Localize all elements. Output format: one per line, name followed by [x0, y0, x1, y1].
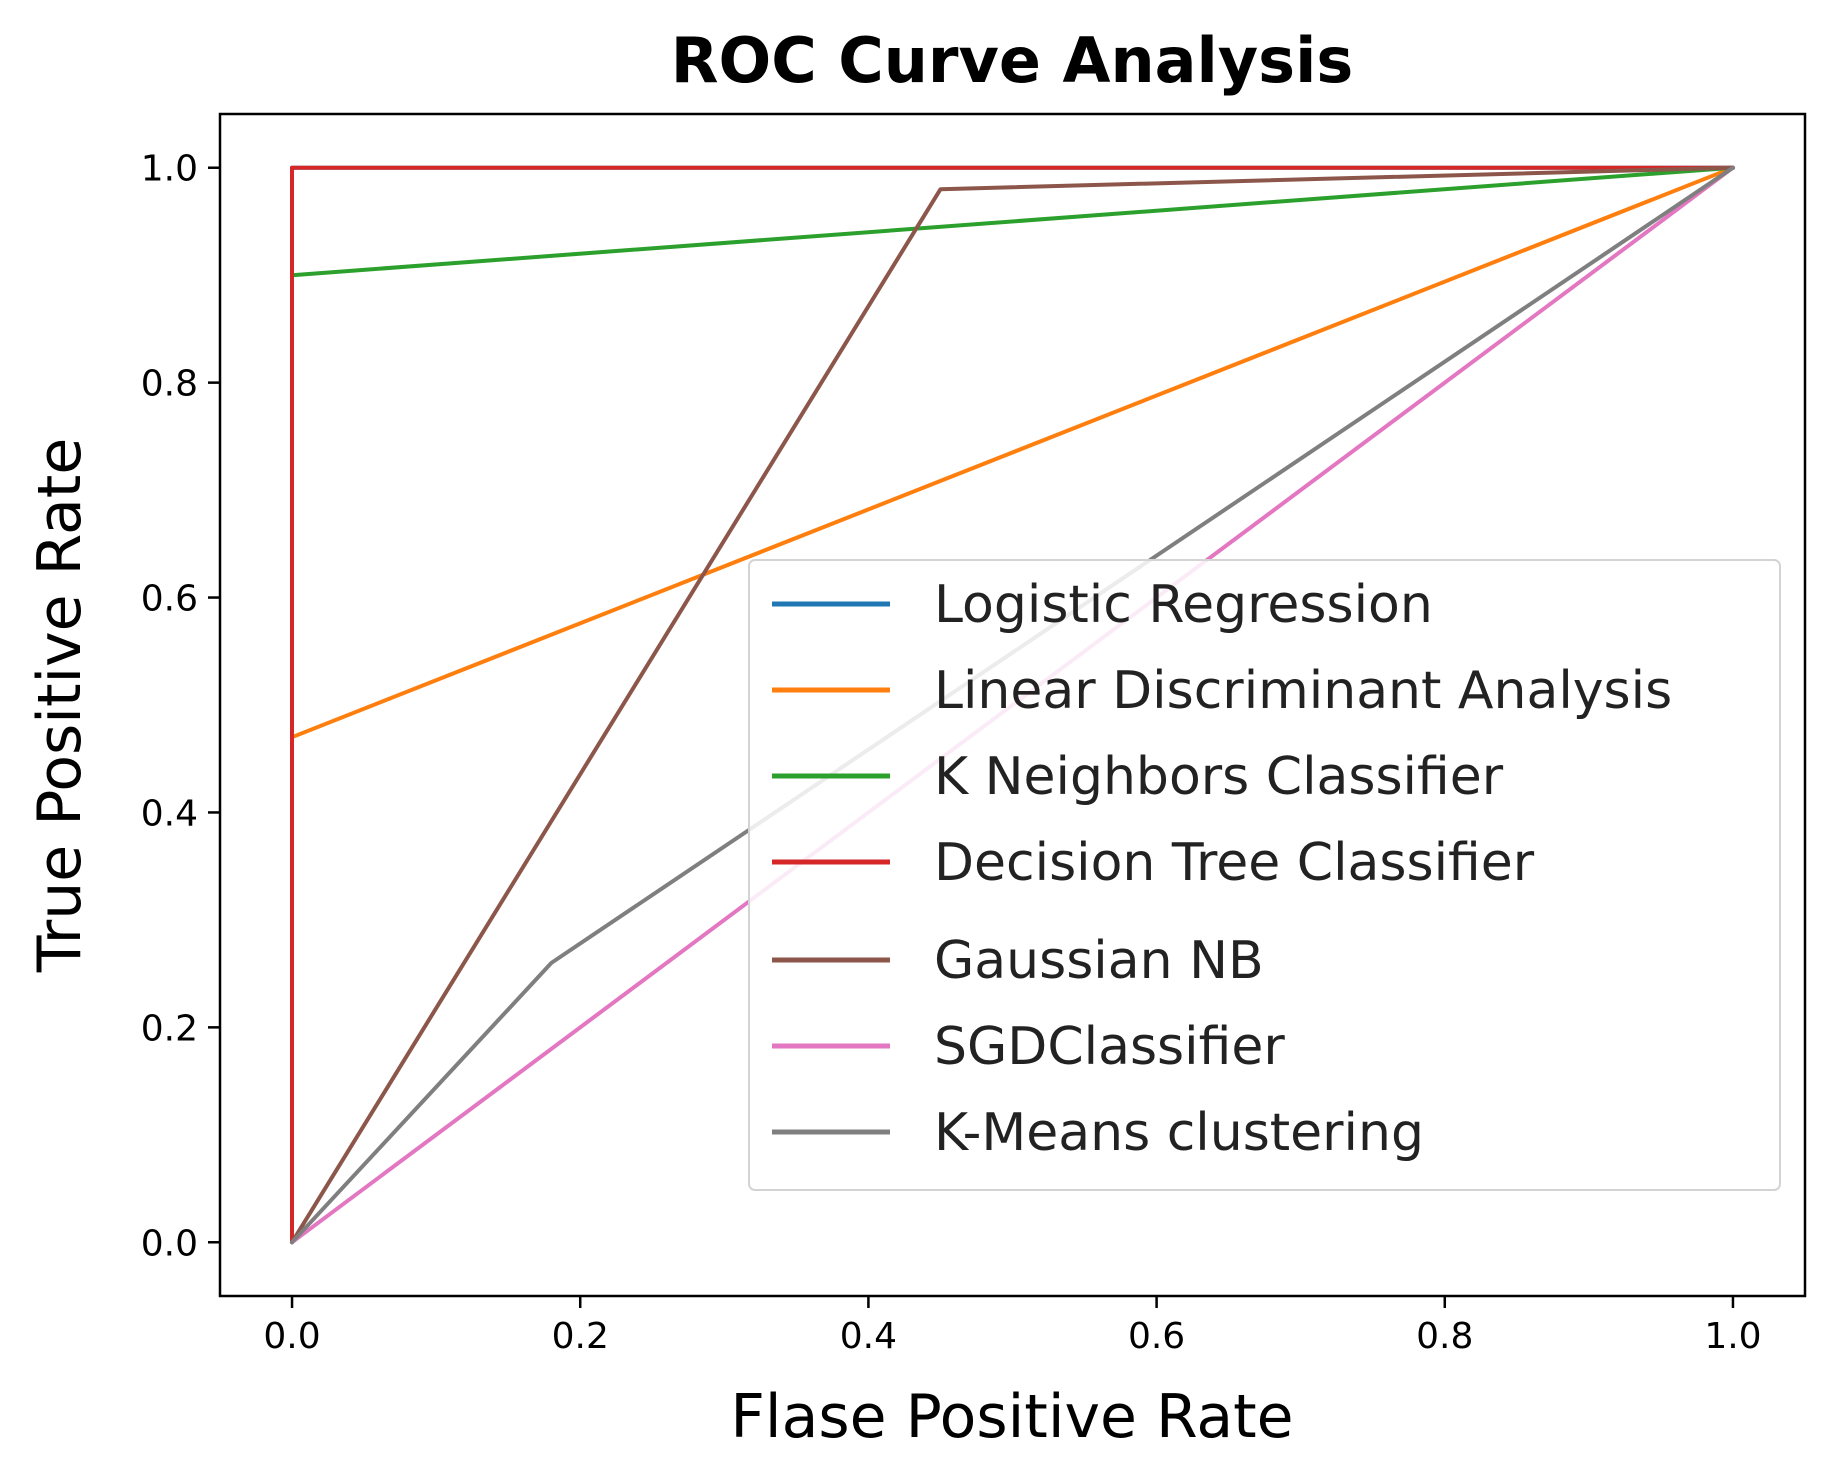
chart-title: ROC Curve Analysis: [671, 24, 1353, 97]
series-line-decision-tree-classifier: [290, 165, 1735, 1245]
x-tick-label: 1.0: [1704, 1316, 1761, 1357]
x-tick-label: 0.2: [552, 1316, 609, 1357]
y-tick-label: 0.6: [141, 579, 198, 620]
x-tick-label: 0.8: [1416, 1316, 1473, 1357]
x-axis-label: Flase Positive Rate: [730, 1382, 1293, 1452]
legend-label: K-Means clustering: [934, 1103, 1424, 1163]
x-tick-label: 0.6: [1128, 1316, 1185, 1357]
legend-label: Logistic Regression: [934, 575, 1433, 635]
legend-label: Linear Discriminant Analysis: [934, 661, 1672, 721]
plot-frame: [218, 112, 1807, 1298]
series-line-k-means-clustering: [290, 165, 1735, 1245]
series-line-gaussian-nb: [290, 165, 1735, 1245]
x-tick-label: 0.0: [263, 1316, 320, 1357]
y-tick-label: 0.0: [141, 1223, 198, 1264]
legend-frame: [748, 559, 1781, 1191]
legend-entry-k-means-clustering: K-Means clustering: [772, 1103, 1424, 1163]
x-tick-label: 0.4: [840, 1316, 897, 1357]
legend-entry-gaussian-nb: Gaussian NB: [772, 931, 1264, 991]
legend-entry-logistic-regression: Logistic Regression: [772, 575, 1433, 635]
legend-entry-decision-tree-classifier: Decision Tree Classifier: [772, 833, 1535, 893]
y-axis-label: True Positive Rate: [25, 438, 95, 973]
legend-entry-k-neighbors-classifier: K Neighbors Classifier: [772, 747, 1504, 807]
legend-label: SGDClassifier: [934, 1017, 1285, 1077]
legend-entry-linear-discriminant-analysis: Linear Discriminant Analysis: [772, 661, 1672, 721]
y-tick-label: 1.0: [141, 149, 198, 190]
ticks-layer: 0.0 0.2 0.4 0.6 0.8 1.0 0.0 0.2 0.4 0.6 0.8 1.0: [141, 149, 1762, 1357]
legend-label: Decision Tree Classifier: [934, 833, 1535, 893]
y-tick-label: 0.8: [141, 364, 198, 405]
legend: Logistic Regression Linear Discriminant A…: [748, 559, 1781, 1191]
legend-label: Gaussian NB: [934, 931, 1264, 991]
legend-label: K Neighbors Classifier: [934, 747, 1504, 807]
y-tick-label: 0.4: [141, 793, 198, 834]
legend-items: Logistic Regression Linear Discriminant A…: [772, 575, 1672, 1163]
legend-entry-sgdclassifier: SGDClassifier: [772, 1017, 1285, 1077]
y-tick-label: 0.2: [141, 1008, 198, 1049]
